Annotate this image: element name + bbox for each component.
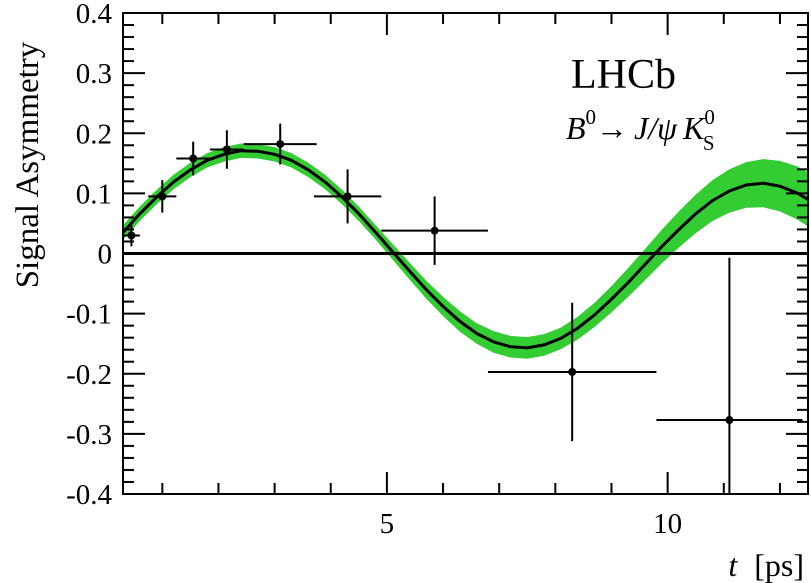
data-marker [276,140,285,149]
y-tick-label: 0.4 [76,0,113,30]
x-tick-label: 5 [380,508,395,540]
data-points [123,123,803,494]
data-point-2 [148,180,177,213]
x-axis-label: t [ps] [728,547,804,583]
decay-daughter2-sub: S [703,131,715,155]
data-marker [430,226,439,235]
y-tick-label: 0.3 [76,58,112,90]
data-point-9 [656,257,803,494]
data-marker [222,145,231,154]
decay-parent-sup: 0 [586,105,597,129]
y-tick-label: 0.2 [76,118,112,150]
y-tick-label: -0.1 [66,299,112,331]
x-tick-label: 10 [653,508,682,540]
experiment-label: LHCb [571,52,676,98]
tick-labels: -0.4 -0.3 -0.2 -0.1 0 0.1 0.2 0.3 0.4 5 10 [66,0,682,540]
data-point-6 [313,169,382,224]
data-marker [725,416,734,425]
decay-parent: B [566,110,586,146]
data-marker [127,231,136,240]
y-tick-label: 0 [98,239,113,271]
data-marker [568,367,577,376]
data-point-8 [487,302,657,442]
axis-ticks [123,12,808,495]
x-axis-variable: t [728,547,738,583]
decay-daughter1: J/ψ [634,110,678,146]
y-tick-label: 0.1 [76,178,112,210]
y-axis-label: Signal Asymmetry [10,41,46,288]
data-marker [158,192,167,201]
y-tick-label: -0.2 [66,359,112,391]
data-marker [343,192,352,201]
x-axis-unit: [ps] [754,547,804,583]
data-point-5 [243,123,317,165]
y-tick-label: -0.4 [66,479,112,511]
data-marker [189,154,198,163]
data-point-4 [210,130,244,169]
data-point-1 [123,224,140,247]
decay-daughter2-sup: 0 [704,105,715,129]
data-point-3 [176,141,211,176]
fit-curve-line [121,149,809,350]
decay-daughter2: K [682,110,706,146]
data-point-7 [381,196,488,265]
decay-arrow: → [596,110,628,146]
fit-curve [121,149,809,350]
fit-uncertainty-band [123,143,808,359]
band-area [123,143,808,359]
decay-label: B0→ J/ψ K0 S [566,105,715,155]
y-tick-label: -0.3 [66,419,112,451]
